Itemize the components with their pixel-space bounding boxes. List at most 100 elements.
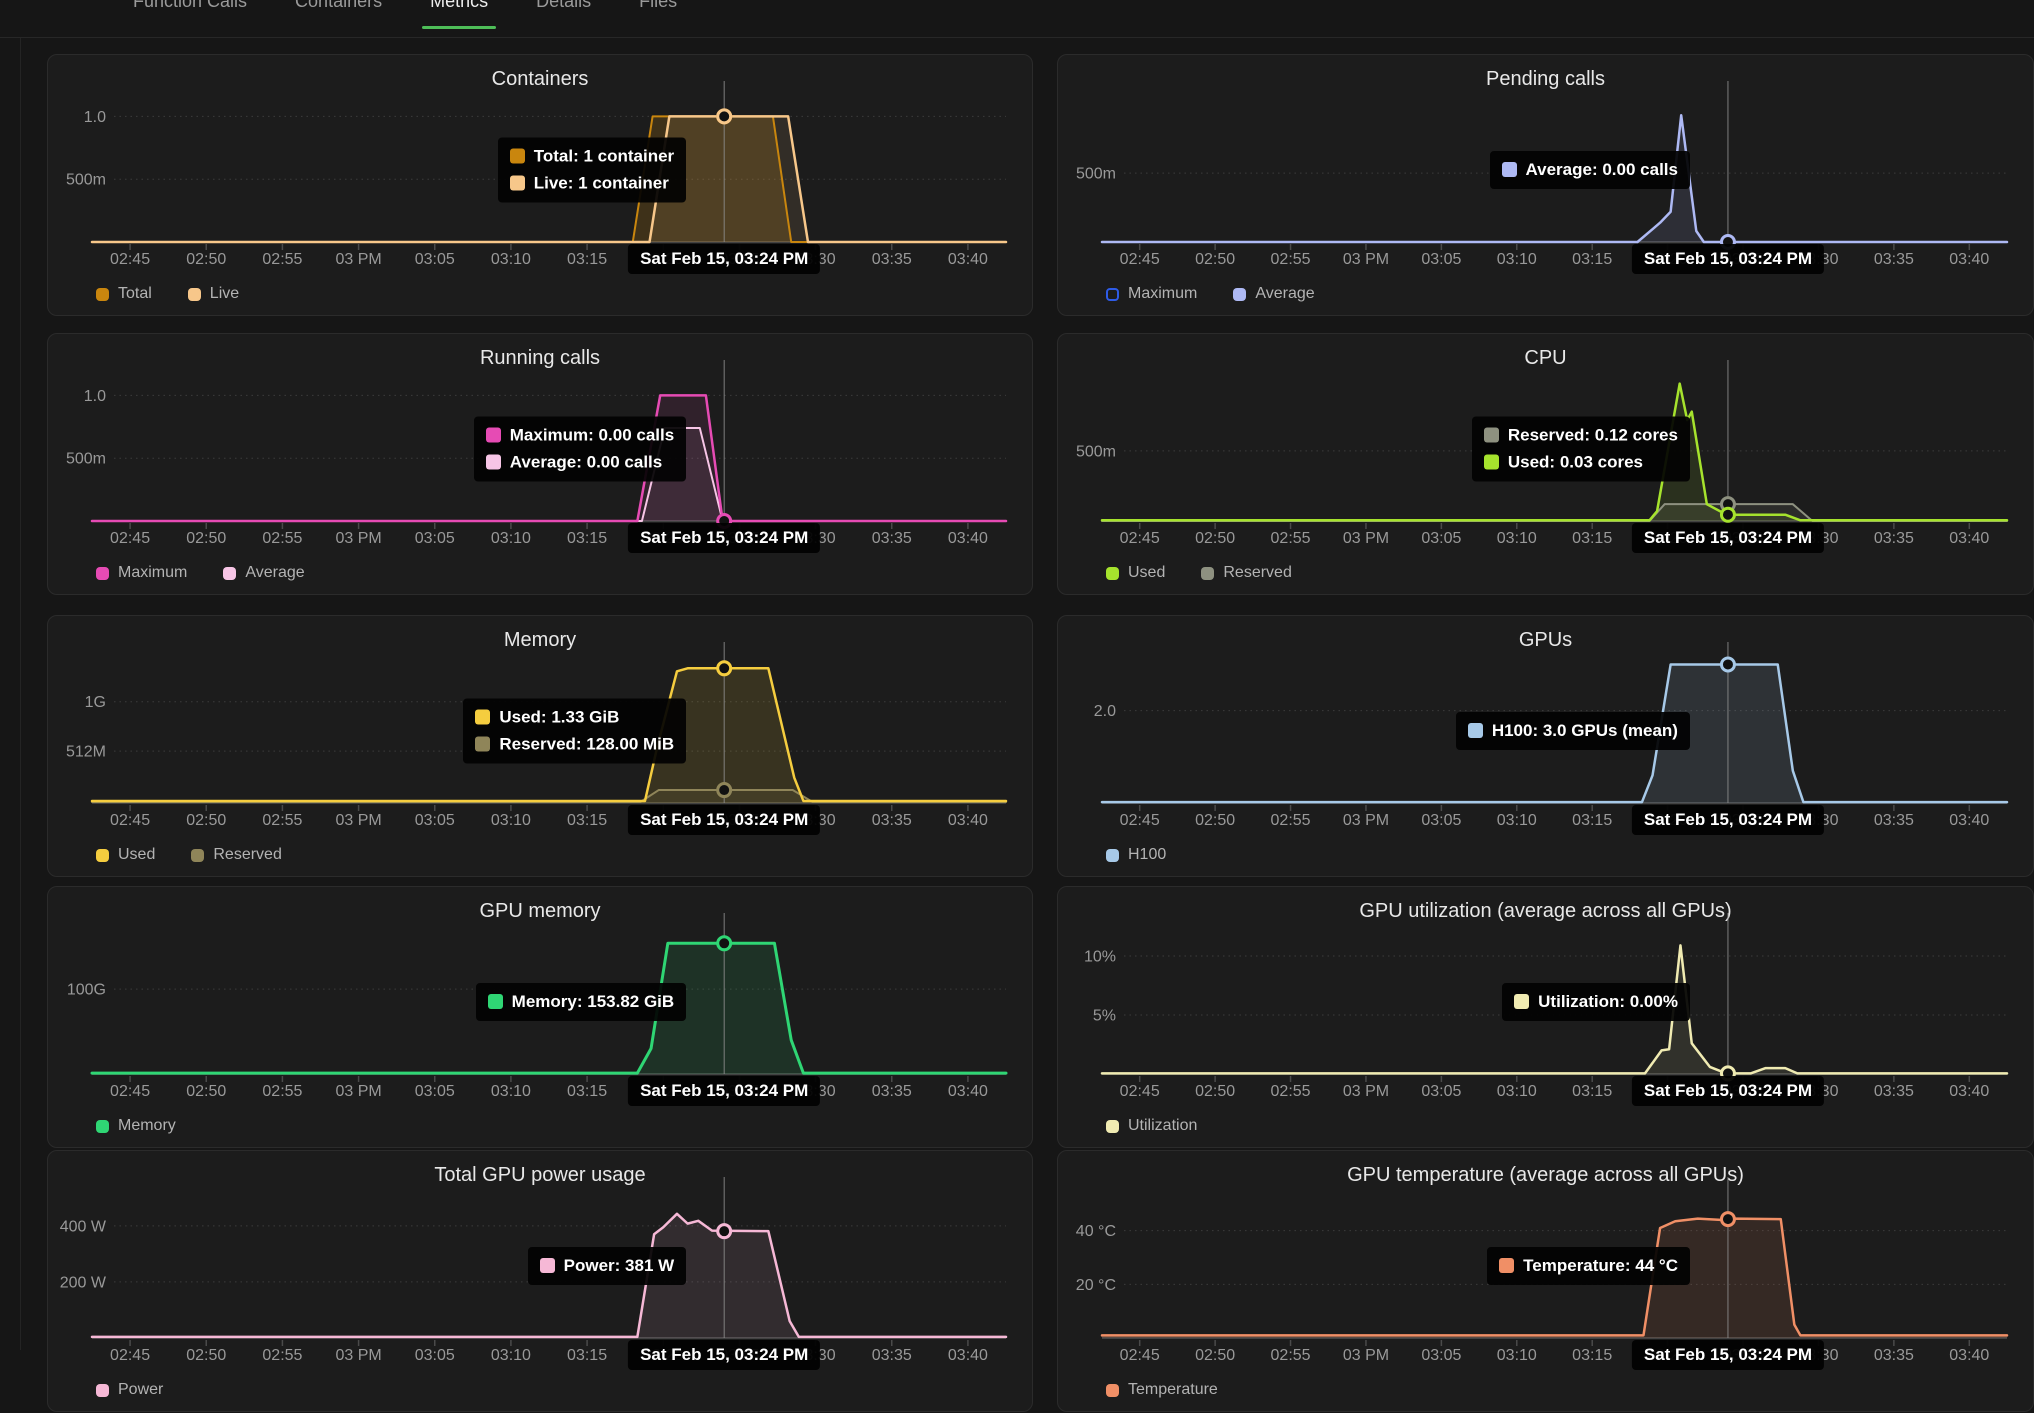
x-axis-label: 02:50 bbox=[1195, 251, 1235, 268]
series-fill-utilization bbox=[1102, 945, 2007, 1074]
x-axis-label: 03:10 bbox=[491, 251, 531, 268]
legend-item-maximum[interactable]: Maximum bbox=[1106, 285, 1197, 303]
tab-files[interactable]: Files bbox=[639, 0, 678, 11]
chart-legend: Total Live bbox=[96, 285, 239, 303]
chart-legend: Utilization bbox=[1106, 1117, 1197, 1135]
legend-swatch-icon bbox=[1106, 848, 1119, 862]
x-axis-label: 03:05 bbox=[415, 812, 455, 829]
chart-panel-gpu-power: Total GPU power usage 400 W 200 W 02:45 02:5… bbox=[47, 1150, 1033, 1412]
tab-containers[interactable]: Containers bbox=[295, 0, 383, 11]
chart-plot-gpus[interactable]: 2.0 02:45 02:50 02:55 03 PM 03:05 03:10 03:15 03… bbox=[1058, 616, 2034, 878]
legend-swatch-icon bbox=[1201, 566, 1215, 580]
x-axis-label: 03:30 bbox=[1798, 1083, 1838, 1100]
x-axis-label: 03:40 bbox=[948, 530, 988, 547]
x-axis-label: 03:35 bbox=[1874, 530, 1914, 547]
chart-plot-memory[interactable]: 1G 512M 02:45 02:50 02:55 03 PM 03:05 03:10 03:1… bbox=[48, 616, 1034, 878]
y-axis-label: 100G bbox=[67, 982, 106, 999]
x-axis-label: 02:45 bbox=[110, 251, 150, 268]
x-axis-label: 03:40 bbox=[1949, 812, 1989, 829]
chart-plot-containers[interactable]: 1.0 500m 02:45 02:50 02:55 03 PM 03:05 03:10 03:… bbox=[48, 55, 1034, 317]
legend-label: Temperature bbox=[1128, 1381, 1218, 1398]
y-axis-label: 200 W bbox=[60, 1274, 107, 1291]
grid-lines: 1.0 500m bbox=[66, 388, 1006, 468]
x-axis-label: 03:20 bbox=[643, 1083, 683, 1100]
chart-legend: H100 bbox=[1106, 846, 1166, 864]
tab-details[interactable]: Details bbox=[536, 0, 592, 11]
cursor-marker bbox=[716, 513, 733, 529]
x-axis-label: 02:50 bbox=[186, 530, 226, 547]
legend-item-live[interactable]: Live bbox=[187, 285, 239, 303]
legend-item-reserved[interactable]: Reserved bbox=[1201, 564, 1292, 582]
x-axis-label: 03:10 bbox=[491, 812, 531, 829]
x-axis-label: 02:45 bbox=[110, 812, 150, 829]
legend-item-average[interactable]: Average bbox=[1233, 285, 1315, 303]
chart-plot-gpu-temperature[interactable]: 40 °C 20 °C 02:45 02:50 02:55 03 PM 03:05 03:10… bbox=[1058, 1151, 2034, 1413]
legend-item-used[interactable]: Used bbox=[96, 846, 155, 864]
x-axis-label: 03:15 bbox=[567, 1083, 607, 1100]
x-axis-label: 03:30 bbox=[1798, 251, 1838, 268]
x-axis-label: 03:10 bbox=[1497, 1083, 1537, 1100]
legend-item-total[interactable]: Total bbox=[96, 285, 152, 303]
x-axis-label: 03:35 bbox=[1874, 251, 1914, 268]
legend-item-h100[interactable]: H100 bbox=[1106, 846, 1166, 864]
x-axis-label: 03:30 bbox=[796, 530, 836, 547]
legend-item-maximum[interactable]: Maximum bbox=[96, 564, 187, 582]
x-axis: 02:45 02:50 02:55 03 PM 03:05 03:10 03:15 03:20… bbox=[1102, 1337, 2007, 1364]
x-axis-label: 03:10 bbox=[491, 1083, 531, 1100]
chart-plot-running-calls[interactable]: 1.0 500m 02:45 02:50 02:55 03 PM 03:05 03:10 03:… bbox=[48, 334, 1034, 596]
x-axis-label: 03:20 bbox=[1648, 812, 1688, 829]
x-axis-label: 03:35 bbox=[872, 1083, 912, 1100]
legend-item-reserved[interactable]: Reserved bbox=[191, 846, 282, 864]
legend-item-average[interactable]: Average bbox=[223, 564, 305, 582]
legend-item-power[interactable]: Power bbox=[96, 1381, 163, 1399]
tab-metrics[interactable]: Metrics bbox=[422, 0, 497, 29]
chart-legend: Memory bbox=[96, 1117, 176, 1135]
x-axis: 02:45 02:50 02:55 03 PM 03:05 03:10 03:15 03:20… bbox=[92, 1337, 1006, 1364]
chart-plot-gpu-power[interactable]: 400 W 200 W 02:45 02:50 02:55 03 PM 03:05 03:10… bbox=[48, 1151, 1034, 1413]
series-line-maximum bbox=[90, 394, 1008, 523]
legend-item-temperature[interactable]: Temperature bbox=[1106, 1381, 1218, 1399]
chart-plot-gpu-utilization[interactable]: 10% 5% 02:45 02:50 02:55 03 PM 03:05 03:10 03:15… bbox=[1058, 887, 2034, 1149]
x-axis-label: 03:25 bbox=[719, 812, 759, 829]
series-fill-used bbox=[92, 668, 1006, 803]
x-axis: 02:45 02:50 02:55 03 PM 03:05 03:10 03:15 03:20… bbox=[92, 520, 1006, 547]
chart-panel-memory: Memory 1G 512M 02:45 02:50 02:55 03 PM 03:05 03:… bbox=[47, 615, 1033, 877]
legend-label: Used bbox=[1128, 564, 1166, 581]
chart-panel-containers: Containers 1.0 500m 02:45 02:50 02:55 03 PM 03:… bbox=[47, 54, 1033, 316]
grid-lines: 500m bbox=[1076, 443, 2007, 460]
legend-item-utilization[interactable]: Utilization bbox=[1106, 1117, 1197, 1135]
x-axis-label: 02:50 bbox=[186, 1083, 226, 1100]
chart-legend: Used Reserved bbox=[96, 846, 282, 864]
y-axis-label: 1G bbox=[85, 694, 106, 711]
legend-label: H100 bbox=[1128, 846, 1167, 863]
x-axis-label: 03:20 bbox=[1648, 251, 1688, 268]
x-axis-label: 02:50 bbox=[1195, 530, 1235, 547]
legend-item-memory[interactable]: Memory bbox=[96, 1117, 176, 1135]
legend-swatch-icon bbox=[1106, 287, 1119, 301]
y-axis-label: 2.0 bbox=[1094, 703, 1116, 720]
x-axis-label: 02:55 bbox=[262, 251, 302, 268]
chart-panel-gpu-temperature: GPU temperature (average across all GPUs… bbox=[1057, 1150, 2034, 1412]
x-axis-label: 03:05 bbox=[415, 1083, 455, 1100]
chart-legend: Temperature bbox=[1106, 1381, 1218, 1399]
y-axis-label: 10% bbox=[1084, 948, 1116, 965]
tab-function-calls[interactable]: Function Calls bbox=[133, 0, 248, 11]
legend-swatch-icon bbox=[96, 1119, 109, 1133]
x-axis-label: 03:25 bbox=[719, 530, 759, 547]
x-axis-label: 03 PM bbox=[335, 251, 381, 268]
y-axis-label: 1.0 bbox=[84, 388, 106, 405]
x-axis-label: 03:25 bbox=[719, 1083, 759, 1100]
legend-item-used[interactable]: Used bbox=[1106, 564, 1165, 582]
x-axis-label: 02:50 bbox=[1195, 1083, 1235, 1100]
x-axis-label: 03:25 bbox=[1723, 812, 1763, 829]
legend-swatch-icon bbox=[96, 1383, 109, 1397]
series-fill-temperature bbox=[1102, 1218, 2007, 1338]
series-line-temperature bbox=[1100, 1217, 2009, 1337]
series-fill-memory bbox=[92, 943, 1006, 1074]
tab-list: Function Calls Containers Metrics Details Fi… bbox=[133, 0, 678, 29]
x-axis-label: 03:25 bbox=[1723, 530, 1763, 547]
x-axis-label: 02:45 bbox=[110, 530, 150, 547]
